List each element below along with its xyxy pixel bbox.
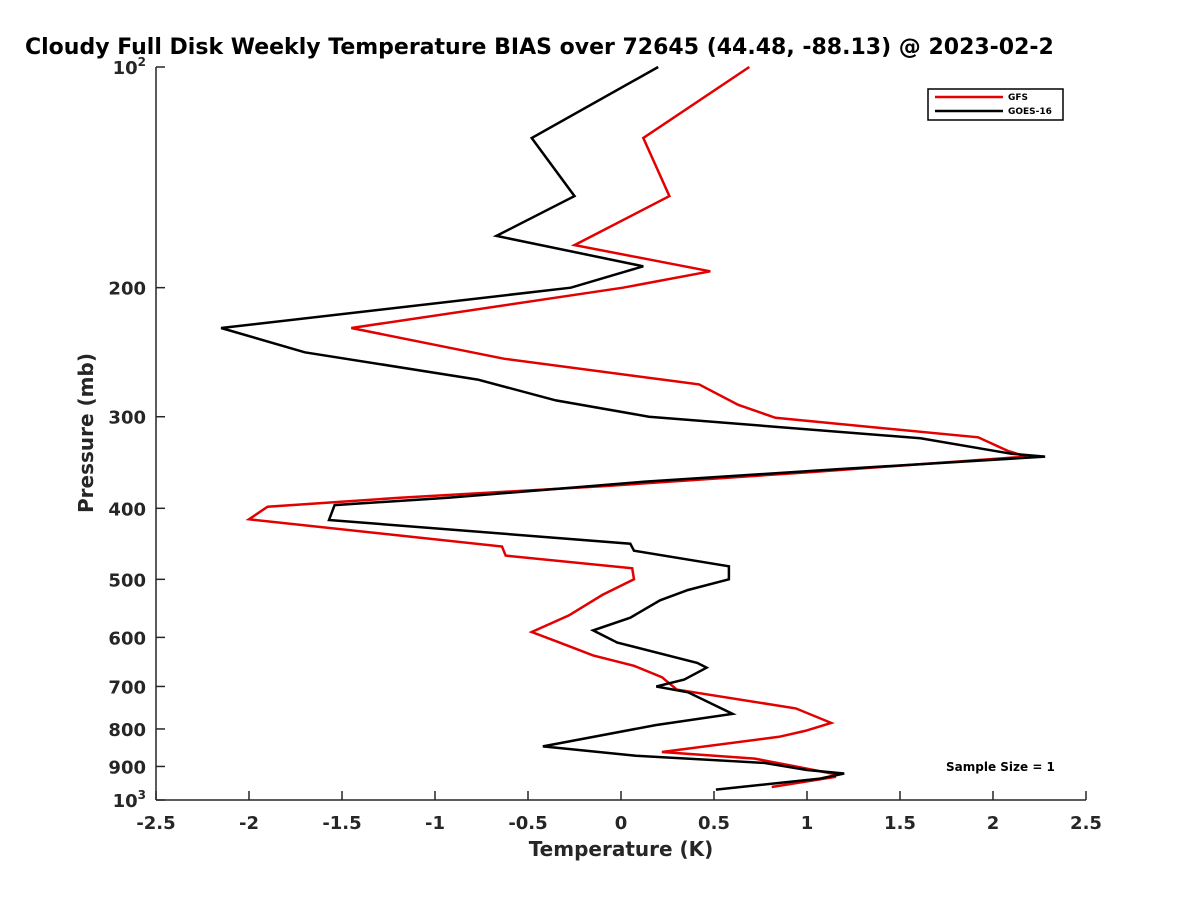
y-tick-label: 200 xyxy=(108,279,146,300)
y-axis-label: Pressure (mb) xyxy=(74,353,98,513)
y-tick-label: 900 xyxy=(108,757,146,778)
x-tick-label: 1.5 xyxy=(884,813,916,834)
x-tick-label: 0 xyxy=(615,813,628,834)
legend-items: GFS GOES-16 xyxy=(935,93,1052,117)
series-line-goes-16 xyxy=(220,65,1046,791)
y-tick-label: 300 xyxy=(108,408,146,429)
legend-box xyxy=(927,88,1064,121)
y-tick-label: 103 xyxy=(113,788,146,812)
y-tick-label: 600 xyxy=(108,628,146,649)
series-layer xyxy=(220,65,1046,791)
y-ticks: 102 200 300 400 500 600 700 800 900 103 xyxy=(108,55,165,812)
chart-title: Cloudy Full Disk Weekly Temperature BIAS… xyxy=(25,35,1054,60)
sample-size-annotation: Sample Size = 1 xyxy=(946,760,1055,774)
x-ticks: -2.5 -2 -1.5 -1 -0.5 0 0.5 1 1.5 2 2.5 xyxy=(136,791,1102,834)
series-gfs xyxy=(245,65,1027,789)
x-tick-label: -2.5 xyxy=(136,813,175,834)
x-tick-label: -1 xyxy=(425,813,445,834)
x-tick-label: -0.5 xyxy=(508,813,547,834)
y-tick-label: 700 xyxy=(108,677,146,698)
series-goes-16 xyxy=(220,65,1046,791)
y-tick-label: 102 xyxy=(113,55,146,79)
plot-area: -2.5 -2 -1.5 -1 -0.5 0 0.5 1 1.5 2 2.5 102 200 300 40… xyxy=(108,55,1102,834)
x-tick-label: 2.5 xyxy=(1070,813,1102,834)
x-tick-label: 1 xyxy=(801,813,814,834)
legend: GFS GOES-16 xyxy=(927,88,1064,121)
x-tick-label: -1.5 xyxy=(322,813,361,834)
x-tick-label: 2 xyxy=(987,813,1000,834)
y-tick-label: 500 xyxy=(108,570,146,591)
legend-label-goes-16: GOES-16 xyxy=(1008,107,1052,117)
x-axis-label: Temperature (K) xyxy=(529,837,714,861)
y-tick-label: 400 xyxy=(108,499,146,520)
x-tick-label: 0.5 xyxy=(698,813,730,834)
legend-label-gfs: GFS xyxy=(1008,93,1028,103)
y-tick-label: 800 xyxy=(108,720,146,741)
x-tick-label: -2 xyxy=(239,813,259,834)
